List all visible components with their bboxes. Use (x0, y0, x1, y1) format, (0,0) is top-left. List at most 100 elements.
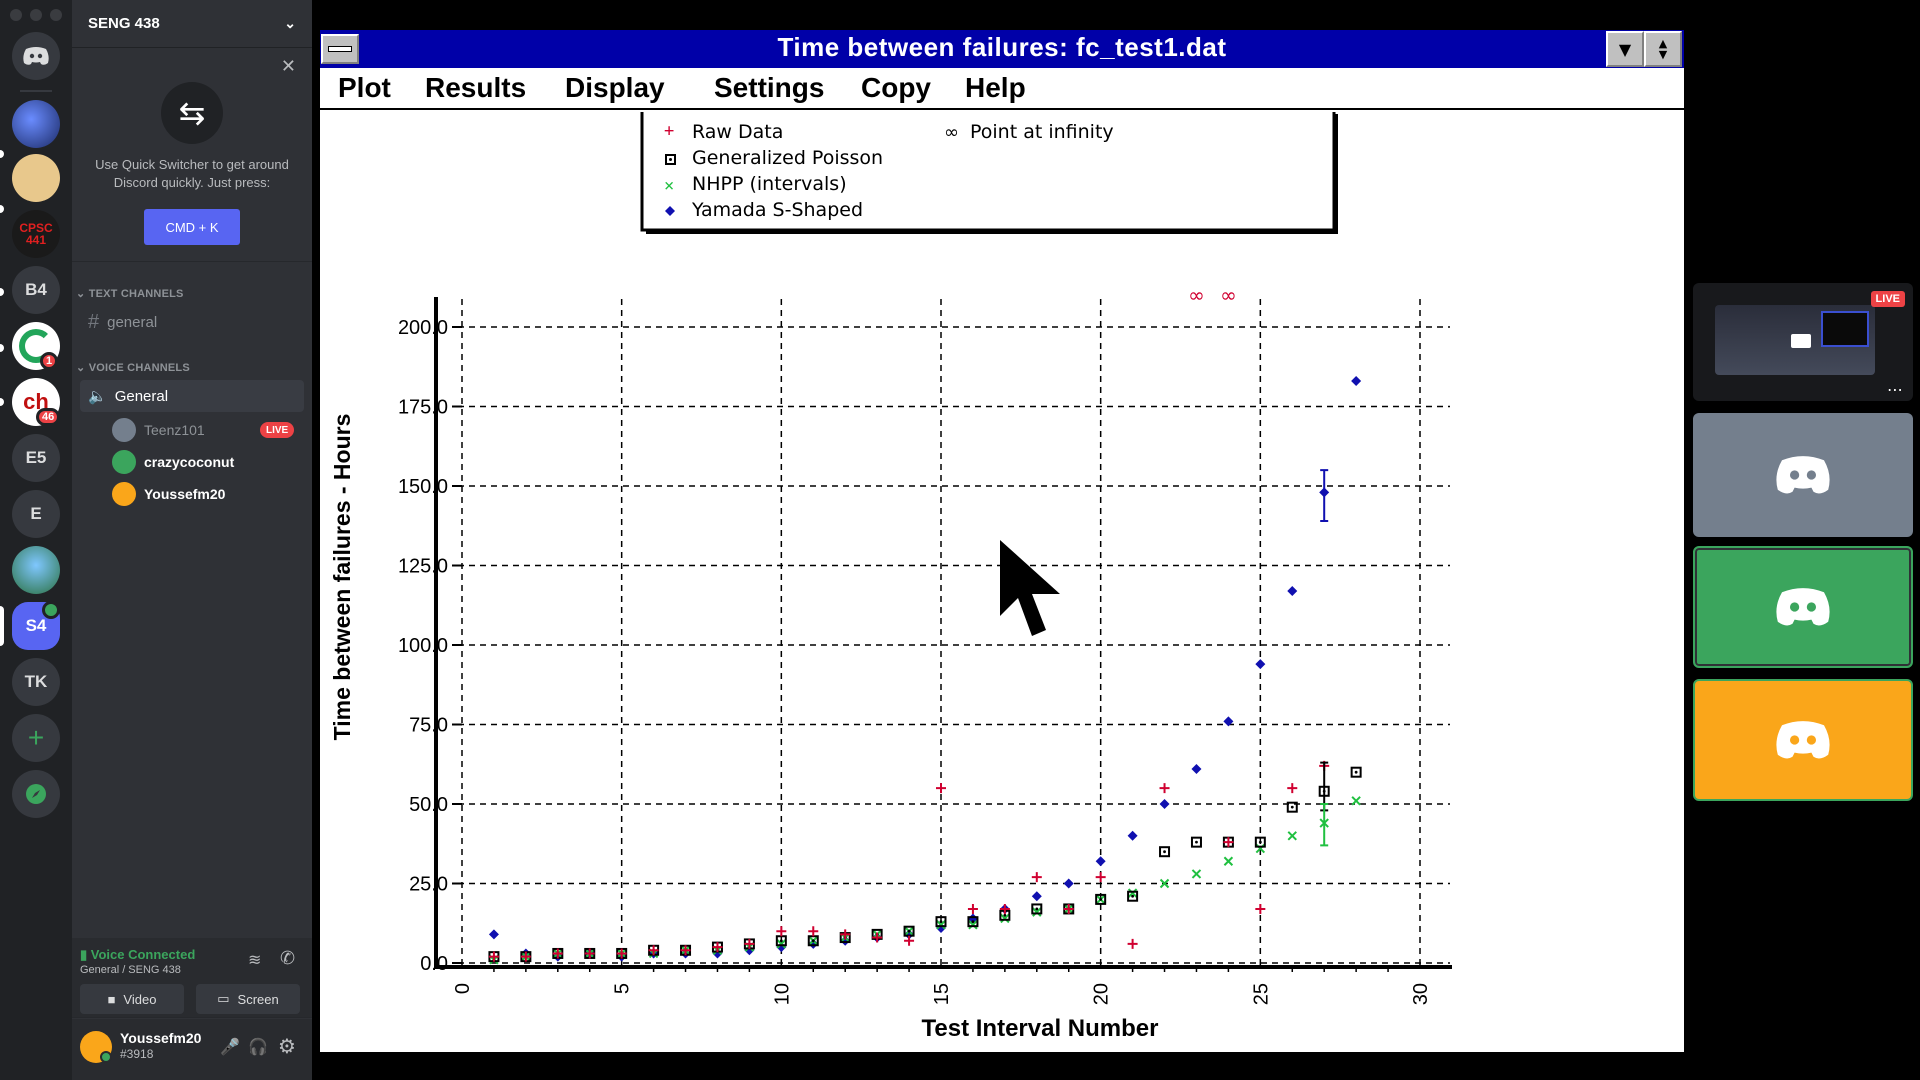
point-raw-data (808, 926, 819, 937)
screen-icon: ▭ (217, 991, 230, 1006)
unread-indicator (0, 150, 4, 158)
headphones-icon[interactable]: 🎧 (248, 1037, 268, 1056)
disconnect-icon[interactable]: ✆ (280, 948, 296, 969)
x-tick-label: 20 (1091, 983, 1113, 1005)
stream-live-badge: LIVE (1870, 291, 1905, 307)
window-close-dot[interactable] (10, 9, 22, 21)
point-yamada-s-shaped (1255, 659, 1266, 670)
menu-help[interactable]: Help (965, 72, 1026, 103)
point-raw-data (616, 948, 627, 959)
point-generalized-poisson (1095, 893, 1107, 905)
category-text-label: TEXT CHANNELS (88, 288, 184, 300)
more-options-icon[interactable]: ⋯ (1887, 380, 1903, 399)
mention-badge-count: 1 (46, 355, 53, 367)
online-status-dot (100, 1051, 112, 1063)
point-raw-data (1095, 872, 1106, 883)
minimize-button[interactable]: ▼ (1606, 31, 1644, 67)
server-icon-ring[interactable] (12, 322, 60, 370)
point-raw-data (1159, 783, 1170, 794)
add-server-button[interactable]: + (12, 714, 60, 762)
server-icon-cpsc[interactable]: CPSC 441 (12, 210, 60, 258)
user-panel: Youssefm20 #3918 🎤 🎧 ⚙ (72, 1019, 312, 1080)
server-icon-b4[interactable]: B4 (12, 266, 60, 314)
voice-connection-location[interactable]: General / SENG 438 (80, 964, 181, 976)
chevron-down-icon: ⌄ (284, 15, 296, 31)
menu-results[interactable]: Results (425, 72, 527, 103)
point-generalized-poisson-dot (1003, 913, 1007, 917)
y-tick-label: 50.0 (409, 794, 448, 816)
point-raw-data (712, 942, 723, 953)
stream-preview-tile[interactable]: LIVE ⋯ (1693, 283, 1913, 401)
channel-general[interactable]: # general (80, 306, 304, 338)
point-generalized-poisson (935, 916, 947, 928)
explore-servers-button[interactable] (12, 770, 60, 818)
system-menu-button[interactable] (321, 34, 359, 64)
server-icon-e5-label: E5 (25, 448, 47, 467)
live-badge: LIVE (260, 422, 295, 438)
server-icon-space[interactable] (12, 100, 60, 148)
point-raw-data (1223, 837, 1234, 848)
unread-indicator (0, 205, 4, 213)
channel-general-label: general (107, 313, 158, 331)
legend-yamada-label: Yamada S-Shaped (691, 199, 863, 221)
point-generalized-poisson-dot (971, 920, 975, 924)
server-icon-e[interactable]: E (12, 490, 60, 538)
point-yamada-s-shaped (1351, 376, 1362, 387)
point-generalized-poisson-box (807, 935, 819, 947)
unread-indicator (0, 398, 4, 406)
maximize-button[interactable]: ▲ ▼ (1644, 31, 1682, 67)
voice-user-youssefm20[interactable]: Youssefm20 (112, 479, 225, 509)
category-text-channels[interactable]: ⌄ TEXT CHANNELS (76, 288, 184, 300)
noise-suppression-icon[interactable]: ≋ (248, 950, 262, 969)
menu-settings[interactable]: Settings (714, 72, 825, 103)
server-icon-b4-label: B4 (25, 280, 47, 299)
point-generalized-poisson (807, 935, 819, 947)
menu-copy[interactable]: Copy (861, 72, 931, 103)
point-nhpp-intervals (1223, 856, 1234, 866)
point-generalized-poisson-box (967, 916, 979, 928)
voice-user-teenz101[interactable]: Teenz101 (112, 415, 205, 445)
voice-user-name: Youssefm20 (144, 486, 226, 502)
legend-gp: Generalized Poisson (665, 147, 883, 169)
current-username[interactable]: Youssefm20 (120, 1030, 202, 1046)
point-raw-data (1255, 903, 1266, 914)
point-generalized-poisson-dot (1354, 770, 1358, 774)
menu-plot[interactable]: Plot (338, 72, 391, 103)
point-generalized-poisson-box (1254, 836, 1266, 848)
point-raw-data (552, 948, 563, 959)
legend-infinity: ∞ Point at infinity (944, 121, 1114, 143)
server-icon-e5[interactable]: E5 (12, 434, 60, 482)
x-axis-label: Test Interval Number (922, 1015, 1159, 1042)
point-nhpp-intervals (968, 920, 978, 930)
voice-connected-status[interactable]: ▮ Voice Connected (80, 947, 195, 963)
window-zoom-dot[interactable] (50, 9, 62, 21)
point-generalized-poisson-box (775, 935, 787, 947)
server-icon-tk[interactable]: TK (12, 658, 60, 706)
screen-share-button[interactable]: ▭ Screen (196, 984, 300, 1014)
point-generalized-poisson-dot (779, 939, 783, 943)
participant-tile-gray[interactable] (1693, 413, 1913, 537)
svg-text:×: × (664, 176, 674, 196)
participant-tile-orange[interactable] (1693, 679, 1913, 801)
discord-home-button[interactable] (12, 32, 60, 80)
legend-infinity-label: Point at infinity (970, 121, 1114, 143)
video-button[interactable]: ■ Video (80, 984, 184, 1014)
participant-tile-green[interactable] (1693, 546, 1913, 668)
unread-indicator (0, 344, 4, 352)
voice-channel-general[interactable]: 🔈 General (80, 380, 304, 412)
category-voice-channels[interactable]: ⌄ VOICE CHANNELS (76, 362, 190, 374)
server-icon-cafe[interactable] (12, 154, 60, 202)
voice-status-panel: ▮ Voice Connected General / SENG 438 ≋ ✆… (72, 938, 312, 1018)
point-nhpp-intervals (776, 939, 787, 949)
gear-icon[interactable]: ⚙ (278, 1034, 296, 1058)
close-icon[interactable]: ✕ (280, 56, 296, 77)
point-generalized-poisson (1254, 836, 1266, 848)
point-raw-data (936, 783, 946, 794)
quick-switcher-shortcut-button[interactable]: CMD + K (144, 209, 240, 245)
microphone-icon[interactable]: 🎤 (220, 1037, 240, 1056)
voice-user-crazycoconut[interactable]: crazycoconut (112, 447, 234, 477)
server-header[interactable]: SENG 438 ⌄ (72, 0, 312, 48)
window-minimize-dot[interactable] (30, 9, 42, 21)
server-icon-globe[interactable] (12, 546, 60, 594)
menu-display[interactable]: Display (565, 72, 665, 103)
